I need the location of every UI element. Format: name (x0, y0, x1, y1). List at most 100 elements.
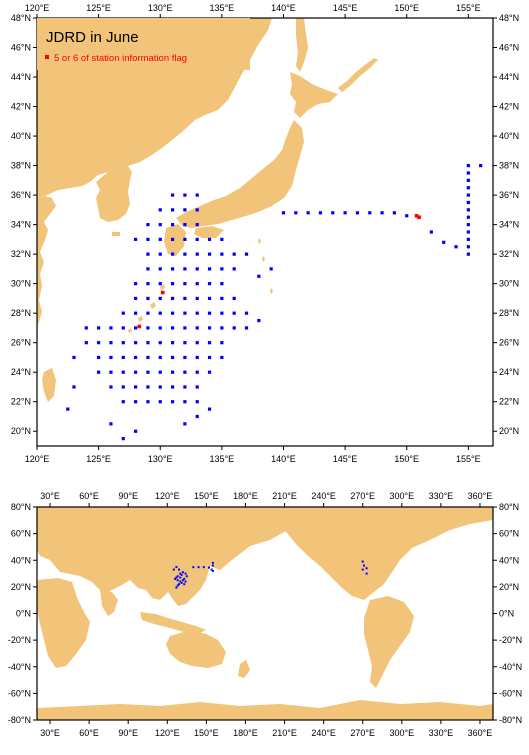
x-tick-label-bottom: 270°E (350, 728, 375, 738)
station-marker (195, 341, 199, 345)
station-marker (195, 208, 199, 212)
y-tick-label-right: -60°N (499, 688, 522, 698)
station-marker (220, 237, 224, 241)
map-title: JDRD in June (46, 29, 139, 46)
station-marker (170, 208, 175, 212)
station-marker (195, 267, 199, 271)
global-map: 30°E 30°E 60°E 60°E 90°E 90°E 120°E 120°E 150°E 1… (8, 491, 522, 738)
station-marker (207, 252, 212, 256)
africa-land (37, 578, 90, 668)
y-tick-label-right: 24°N (499, 367, 519, 377)
station-marker (146, 311, 150, 315)
x-tick-label-bottom: 240°E (311, 728, 336, 738)
global-station-marker (178, 568, 181, 571)
taiwan-land (42, 368, 56, 402)
station-marker (183, 193, 187, 197)
x-tick-label-bottom: 360°E (468, 728, 493, 738)
station-marker (479, 163, 483, 168)
global-station-marker (175, 586, 178, 589)
y-tick-label-right: 48°N (499, 13, 519, 23)
y-tick-label-left: 0°N (16, 609, 31, 619)
station-marker (133, 370, 138, 374)
station-marker (146, 282, 150, 286)
new-zealand-land (238, 660, 250, 678)
station-marker (244, 311, 249, 315)
station-marker (170, 341, 175, 345)
station-marker (207, 237, 212, 241)
y-tick-label-right: 36°N (499, 190, 519, 200)
station-marker (170, 311, 175, 315)
station-marker (133, 296, 138, 301)
regional-flagged-markers (137, 213, 421, 329)
station-marker (158, 311, 162, 315)
station-marker (466, 237, 470, 241)
y-tick-label-left: 28°N (11, 308, 31, 318)
station-marker (220, 355, 224, 360)
global-station-marker (175, 576, 178, 579)
y-tick-label-left: 48°N (11, 13, 31, 23)
flagged-station-marker (414, 213, 419, 218)
station-marker (109, 385, 113, 389)
station-marker (170, 400, 175, 404)
station-marker (220, 326, 224, 330)
x-tick-label-top: 150°E (394, 3, 419, 13)
y-tick-label-right: -20°N (499, 635, 522, 645)
jeju-land (112, 232, 120, 236)
station-marker (158, 341, 162, 345)
station-marker (269, 267, 273, 271)
y-tick-label-left: 26°N (11, 338, 31, 348)
south-america-land (364, 596, 414, 688)
station-marker (195, 326, 199, 330)
station-marker (207, 311, 212, 315)
y-tick-label-right: 46°N (499, 43, 519, 53)
station-marker (121, 341, 125, 345)
x-tick-label-top: 120°E (155, 491, 180, 501)
station-marker (109, 370, 113, 374)
antarctica-land (37, 700, 493, 720)
australia-land (166, 630, 226, 668)
station-marker (170, 296, 175, 301)
station-marker (158, 223, 162, 227)
station-marker (195, 223, 199, 227)
station-marker (146, 237, 150, 241)
station-marker (170, 193, 175, 197)
station-marker (133, 400, 138, 404)
station-marker (220, 296, 224, 301)
station-marker (318, 211, 323, 215)
y-tick-label-right: 40°N (499, 131, 519, 141)
station-marker (133, 311, 138, 315)
station-marker (207, 282, 212, 286)
station-marker (466, 186, 470, 190)
station-marker (466, 208, 470, 212)
y-tick-label-left: 20°N (11, 426, 31, 436)
global-station-marker (184, 572, 187, 575)
station-marker (97, 370, 101, 374)
station-marker (368, 211, 372, 215)
north-america-land (270, 507, 493, 600)
station-marker (466, 230, 470, 234)
station-marker (183, 237, 187, 241)
station-marker (466, 252, 470, 256)
global-station-marker (363, 564, 366, 567)
station-marker (121, 311, 125, 315)
station-marker (170, 223, 175, 227)
station-marker (183, 385, 187, 389)
station-marker (220, 311, 224, 315)
global-station-marker (211, 561, 214, 564)
station-marker (170, 252, 175, 256)
station-marker (146, 252, 150, 256)
flagged-station-marker (137, 324, 142, 329)
station-marker (97, 341, 101, 345)
station-marker (195, 400, 199, 404)
x-tick-label-bottom: 120°E (25, 454, 50, 464)
station-marker (232, 326, 236, 330)
china-coast-land (37, 196, 56, 340)
y-tick-label-left: 80°N (11, 502, 31, 512)
x-tick-label-bottom: 140°E (271, 454, 296, 464)
x-tick-label-bottom: 120°E (155, 728, 180, 738)
x-tick-label-top: 300°E (389, 491, 414, 501)
x-tick-label-bottom: 180°E (233, 728, 258, 738)
station-marker (195, 311, 199, 315)
y-tick-label-right: 26°N (499, 338, 519, 348)
station-marker (466, 163, 470, 168)
